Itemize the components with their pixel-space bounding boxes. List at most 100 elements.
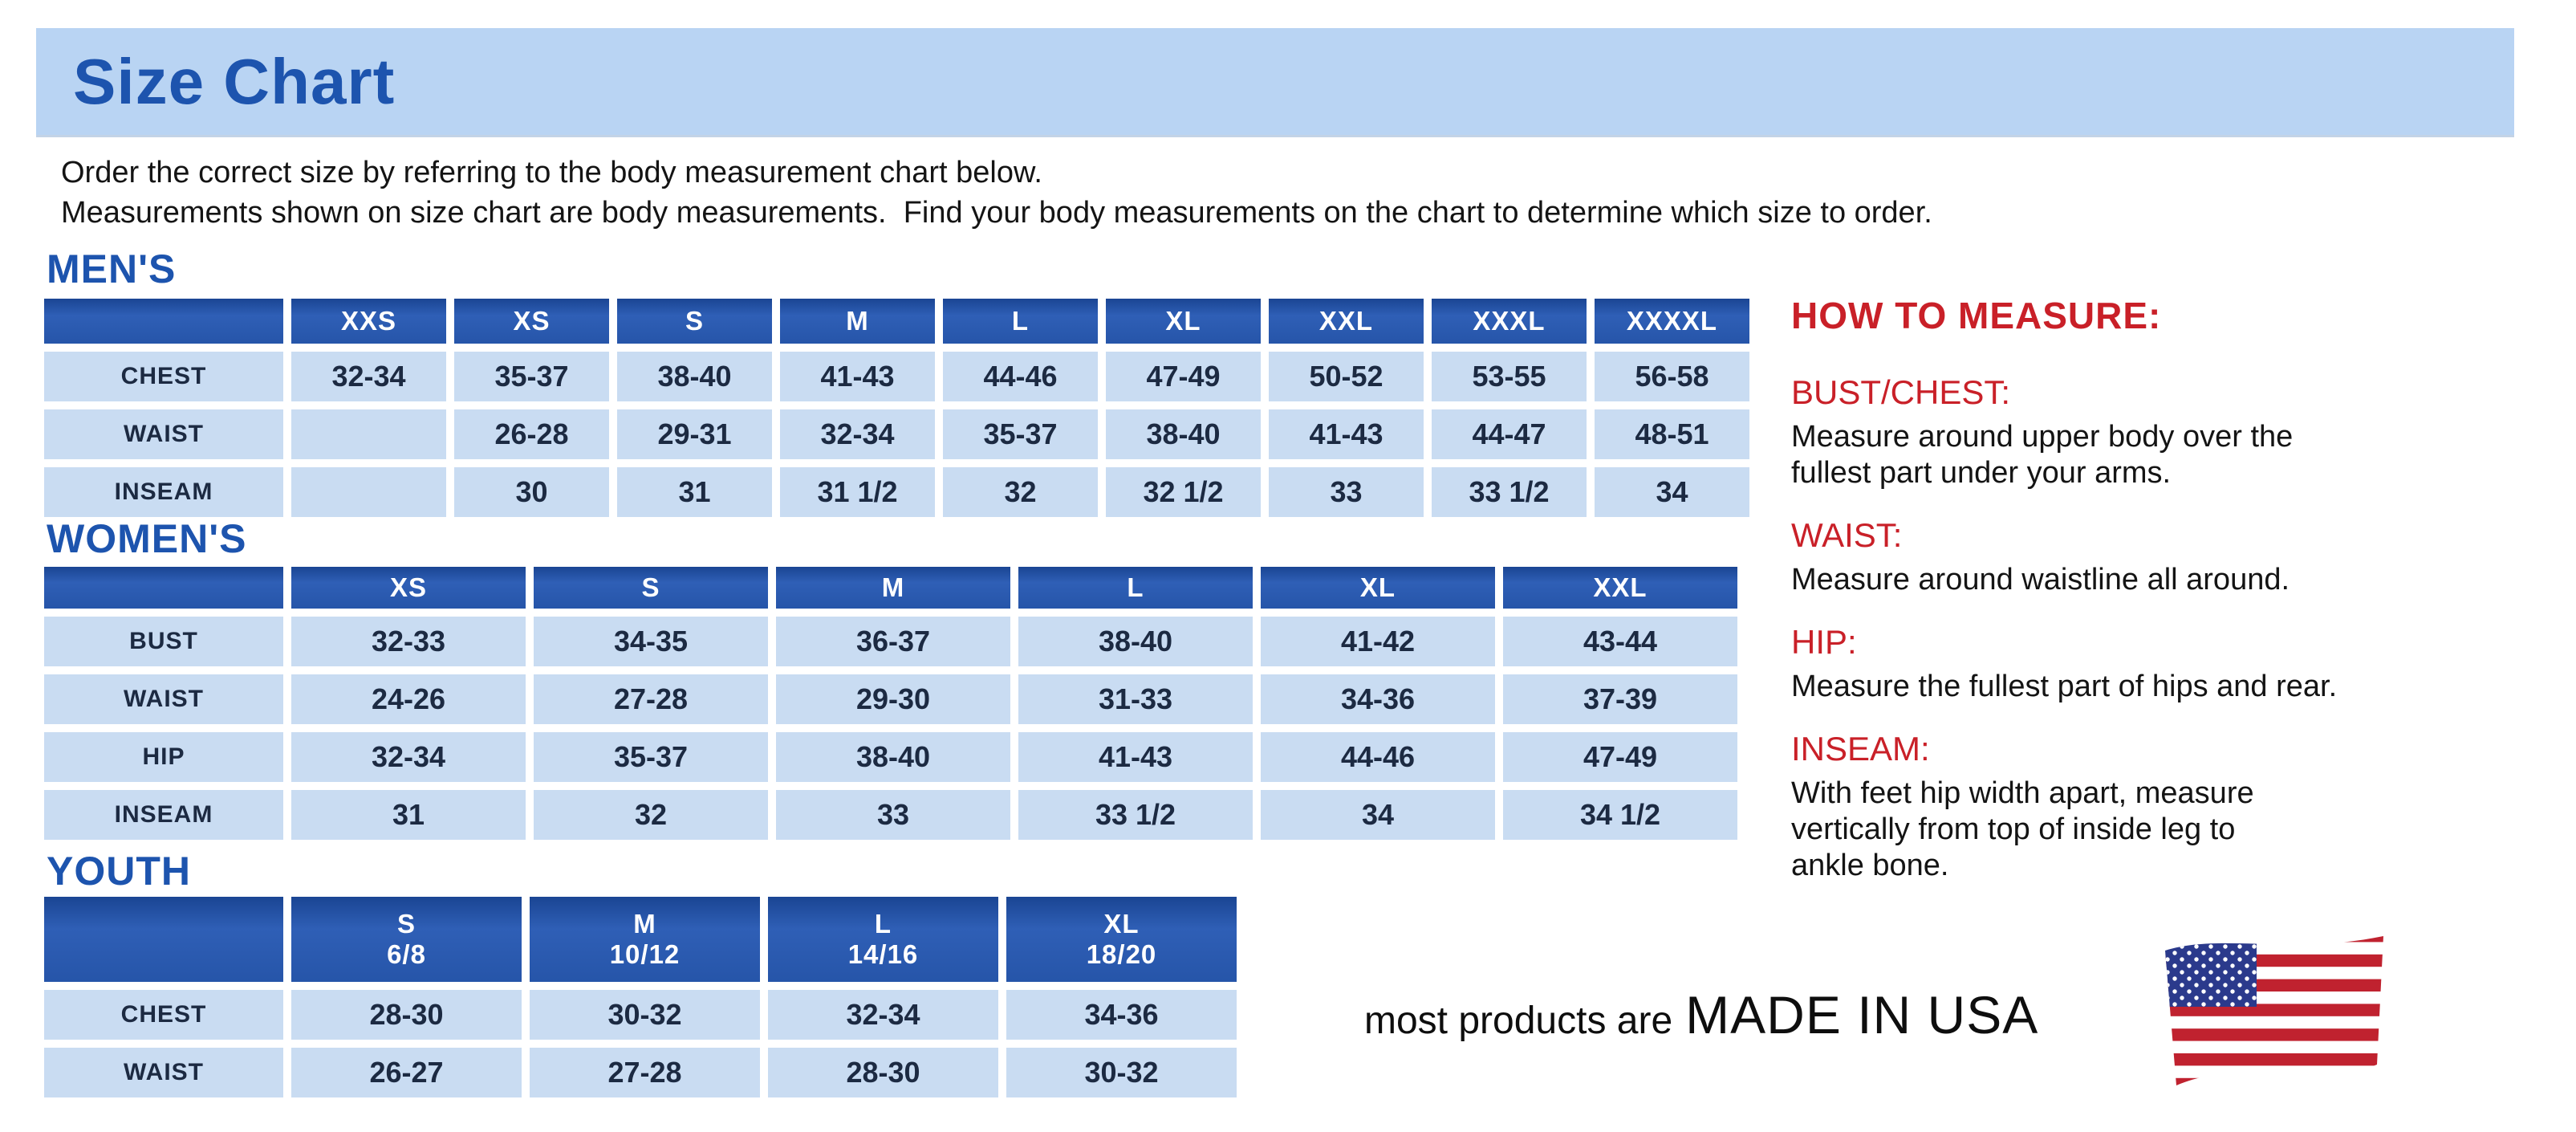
made-in-usa-emphasis: MADE IN USA — [1685, 985, 2039, 1044]
size-column-header: S — [617, 299, 772, 344]
size-cell: 37-39 — [1503, 674, 1737, 724]
size-cell: 38-40 — [1018, 617, 1253, 666]
size-cell: 30-32 — [530, 990, 760, 1040]
mens-section-heading: MEN'S — [47, 246, 177, 291]
size-cell — [291, 467, 446, 517]
size-column-header: L 14/16 — [768, 897, 998, 982]
intro-text: Order the correct size by referring to t… — [61, 153, 1932, 233]
size-cell: 32-34 — [291, 352, 446, 401]
header-bar: Size Chart — [36, 28, 2514, 137]
size-column-header: M 10/12 — [530, 897, 760, 982]
bust-chest-text: Measure around upper body over the fulle… — [1791, 420, 2294, 490]
size-cell: 53-55 — [1432, 352, 1587, 401]
size-column-header: M — [776, 567, 1010, 609]
size-cell: 32 1/2 — [1106, 467, 1261, 517]
flag-canton — [2165, 936, 2257, 1007]
size-cell: 38-40 — [776, 732, 1010, 782]
size-column-header: XL — [1261, 567, 1495, 609]
how-to-measure-section: HOW TO MEASURE: BUST/CHEST: Measure arou… — [1791, 294, 2576, 908]
size-cell: 33 — [1269, 467, 1424, 517]
row-label: WAIST — [44, 674, 283, 724]
size-cell: 35-37 — [534, 732, 768, 782]
how-to-measure-item-bust: BUST/CHEST: Measure around upper body ov… — [1791, 373, 2576, 491]
size-column-header: M — [780, 299, 935, 344]
table-corner-cell — [44, 897, 283, 982]
size-cell: 47-49 — [1503, 732, 1737, 782]
size-cell: 28-30 — [291, 990, 522, 1040]
how-to-measure-heading: HOW TO MEASURE: — [1791, 295, 2162, 336]
us-flag-icon — [2165, 936, 2383, 1085]
size-cell: 31 — [617, 467, 772, 517]
size-cell: 48-51 — [1595, 409, 1749, 459]
row-label: CHEST — [44, 990, 283, 1040]
size-cell: 27-28 — [534, 674, 768, 724]
size-cell: 44-46 — [943, 352, 1098, 401]
size-cell: 31 — [291, 790, 526, 840]
youth-size-table: S 6/8 M 10/12 L 14/16 XL 18/20 CHEST 28-30 30-32 32… — [44, 897, 1237, 1097]
size-cell: 38-40 — [1106, 409, 1261, 459]
size-cell: 34-36 — [1261, 674, 1495, 724]
inseam-text: With feet hip width apart, measure verti… — [1791, 776, 2254, 882]
size-column-header: XS — [454, 299, 609, 344]
hip-label: HIP: — [1791, 623, 1857, 661]
size-cell: 34 — [1261, 790, 1495, 840]
row-label: WAIST — [44, 1048, 283, 1097]
size-cell: 29-30 — [776, 674, 1010, 724]
size-column-header: L — [1018, 567, 1253, 609]
size-cell: 35-37 — [454, 352, 609, 401]
how-to-measure-item-waist: WAIST: Measure around waistline all arou… — [1791, 515, 2576, 598]
table-corner-cell — [44, 567, 283, 609]
size-column-header: XXXL — [1432, 299, 1587, 344]
inseam-label: INSEAM: — [1791, 730, 1930, 768]
size-cell: 29-31 — [617, 409, 772, 459]
size-column-header: XXL — [1269, 299, 1424, 344]
size-cell: 41-42 — [1261, 617, 1495, 666]
row-label: INSEAM — [44, 790, 283, 840]
size-column-header: XXS — [291, 299, 446, 344]
youth-section-heading: YOUTH — [47, 849, 191, 894]
size-cell: 31 1/2 — [780, 467, 935, 517]
how-to-measure-item-hip: HIP: Measure the fullest part of hips an… — [1791, 622, 2576, 705]
hip-text: Measure the fullest part of hips and rea… — [1791, 670, 2338, 703]
size-cell: 43-44 — [1503, 617, 1737, 666]
mens-size-table: XXS XS S M L XL XXL XXXL XXXXL CHEST 32-34 35-37 38-… — [44, 299, 1749, 517]
size-column-header: L — [943, 299, 1098, 344]
womens-size-table: XS S M L XL XXL BUST 32-33 34-35 36-37 38-40 41-42 4… — [44, 567, 1737, 840]
size-column-header: S — [534, 567, 768, 609]
made-in-usa-prefix: most products are — [1364, 1000, 1673, 1042]
size-cell: 34 1/2 — [1503, 790, 1737, 840]
size-cell: 41-43 — [1018, 732, 1253, 782]
size-cell: 32 — [943, 467, 1098, 517]
size-cell: 32-33 — [291, 617, 526, 666]
intro-line-1: Order the correct size by referring to t… — [61, 156, 1042, 189]
table-corner-cell — [44, 299, 283, 344]
row-label: CHEST — [44, 352, 283, 401]
size-cell: 36-37 — [776, 617, 1010, 666]
row-label: WAIST — [44, 409, 283, 459]
waist-text: Measure around waistline all around. — [1791, 563, 2290, 597]
size-column-header: XL 18/20 — [1006, 897, 1237, 982]
bust-chest-label: BUST/CHEST: — [1791, 373, 2011, 411]
intro-line-2: Measurements shown on size chart are bod… — [61, 196, 1932, 230]
size-column-header: XXXXL — [1595, 299, 1749, 344]
size-cell: 33 1/2 — [1018, 790, 1253, 840]
size-column-header: XL — [1106, 299, 1261, 344]
size-cell: 30-32 — [1006, 1048, 1237, 1097]
size-column-header: XS — [291, 567, 526, 609]
size-cell: 24-26 — [291, 674, 526, 724]
size-cell: 44-47 — [1432, 409, 1587, 459]
size-cell: 34 — [1595, 467, 1749, 517]
size-cell: 26-28 — [454, 409, 609, 459]
size-cell: 31-33 — [1018, 674, 1253, 724]
size-cell: 26-27 — [291, 1048, 522, 1097]
size-column-header: S 6/8 — [291, 897, 522, 982]
size-cell: 32-34 — [780, 409, 935, 459]
size-cell: 44-46 — [1261, 732, 1495, 782]
size-cell: 34-36 — [1006, 990, 1237, 1040]
size-cell: 27-28 — [530, 1048, 760, 1097]
size-cell: 30 — [454, 467, 609, 517]
size-cell: 41-43 — [1269, 409, 1424, 459]
size-cell — [291, 409, 446, 459]
size-cell: 41-43 — [780, 352, 935, 401]
